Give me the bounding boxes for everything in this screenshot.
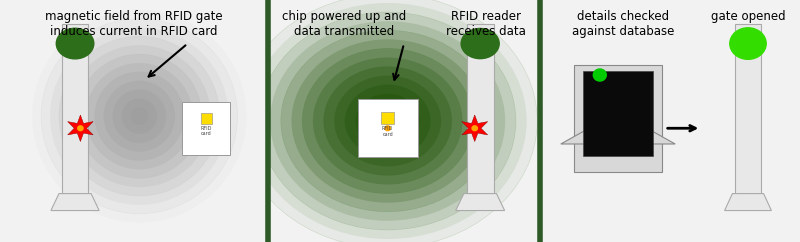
Ellipse shape [122, 98, 158, 134]
Text: details checked
against database: details checked against database [572, 10, 674, 38]
Circle shape [594, 69, 606, 81]
FancyBboxPatch shape [201, 113, 212, 124]
Ellipse shape [104, 81, 175, 152]
FancyBboxPatch shape [381, 112, 394, 124]
Polygon shape [374, 115, 401, 142]
Ellipse shape [356, 94, 420, 148]
Text: RFID
card: RFID card [201, 126, 212, 136]
Polygon shape [68, 115, 93, 142]
Ellipse shape [291, 39, 484, 203]
Ellipse shape [249, 3, 526, 239]
Ellipse shape [730, 28, 766, 59]
Ellipse shape [77, 54, 202, 178]
Ellipse shape [377, 112, 398, 130]
Ellipse shape [238, 0, 538, 242]
Ellipse shape [56, 28, 94, 59]
Text: RFID
card: RFID card [382, 126, 394, 136]
Ellipse shape [281, 30, 494, 212]
Polygon shape [725, 194, 771, 211]
Ellipse shape [130, 107, 148, 125]
Circle shape [78, 126, 83, 131]
Ellipse shape [94, 72, 184, 160]
FancyBboxPatch shape [583, 71, 653, 156]
Ellipse shape [113, 90, 166, 143]
Text: RFID reader
receives data: RFID reader receives data [446, 10, 526, 38]
Ellipse shape [366, 103, 409, 139]
Text: chip powered up and
data transmitted: chip powered up and data transmitted [282, 10, 406, 38]
Polygon shape [51, 194, 99, 211]
Circle shape [472, 126, 478, 131]
Ellipse shape [86, 63, 193, 169]
Ellipse shape [302, 48, 473, 194]
Polygon shape [456, 194, 505, 211]
Ellipse shape [50, 27, 229, 205]
Ellipse shape [68, 45, 211, 187]
Text: gate opened: gate opened [710, 10, 786, 23]
FancyBboxPatch shape [358, 99, 418, 157]
Text: magnetic field from RFID gate
induces current in RFID card: magnetic field from RFID gate induces cu… [45, 10, 223, 38]
Ellipse shape [41, 19, 238, 214]
Ellipse shape [323, 67, 452, 175]
Ellipse shape [461, 29, 499, 59]
Polygon shape [466, 24, 494, 203]
Polygon shape [462, 115, 488, 142]
Ellipse shape [270, 21, 506, 221]
Polygon shape [735, 24, 761, 203]
Circle shape [385, 126, 390, 131]
Ellipse shape [313, 57, 462, 184]
Ellipse shape [259, 12, 516, 230]
Ellipse shape [59, 36, 220, 196]
Polygon shape [561, 129, 675, 144]
Ellipse shape [334, 76, 441, 166]
Ellipse shape [345, 85, 430, 157]
Polygon shape [62, 24, 89, 203]
FancyBboxPatch shape [182, 102, 230, 155]
FancyBboxPatch shape [574, 65, 662, 172]
